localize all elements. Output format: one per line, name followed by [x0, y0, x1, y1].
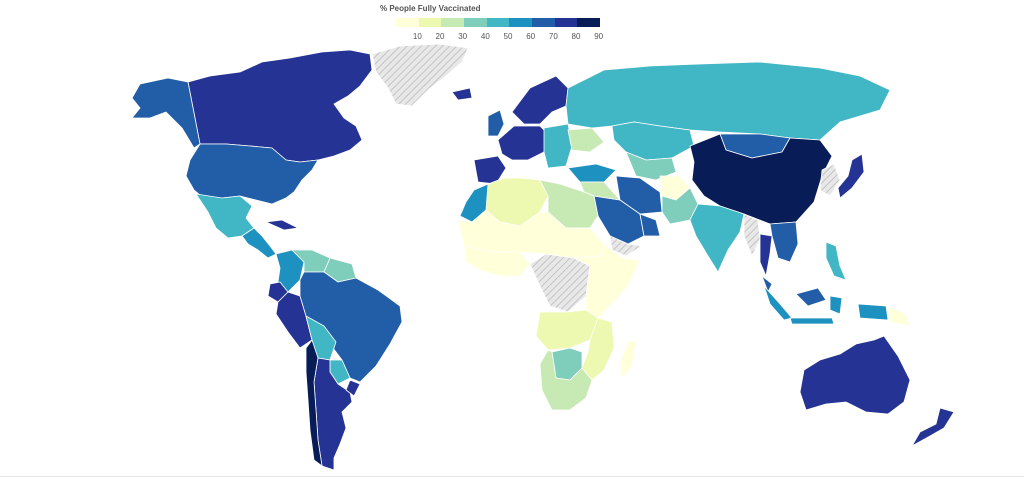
region-cuba[interactable]	[265, 219, 299, 231]
region-madagascar[interactable]	[619, 339, 637, 379]
legend-tick-30: 30	[458, 32, 468, 41]
region-central-asia[interactable]	[625, 151, 677, 181]
region-uk-ireland[interactable]	[487, 109, 505, 137]
region-central-america[interactable]	[241, 227, 277, 259]
region-iceland[interactable]	[451, 87, 473, 101]
region-indochina[interactable]	[769, 221, 799, 263]
region-oman-uae[interactable]	[639, 213, 661, 237]
region-malaysia[interactable]	[761, 275, 827, 307]
legend-swatch-7	[532, 18, 555, 27]
world-choropleth-map	[131, 43, 955, 471]
legend-swatch-1	[396, 18, 419, 27]
region-papua-new-guinea[interactable]	[887, 305, 911, 327]
region-yemen[interactable]	[609, 235, 643, 257]
legend-swatch-8	[554, 18, 578, 27]
region-iraq-syria[interactable]	[579, 181, 621, 201]
region-uruguay[interactable]	[345, 379, 361, 397]
region-zimbabwe-mozambique[interactable]	[581, 317, 615, 381]
legend-color-scale	[396, 18, 601, 27]
region-turkey[interactable]	[567, 163, 617, 183]
region-chile[interactable]	[305, 339, 323, 467]
region-saudi-arabia[interactable]	[593, 195, 645, 245]
legend-swatch-2	[418, 18, 442, 27]
region-thailand[interactable]	[759, 233, 773, 277]
region-south-africa[interactable]	[539, 349, 593, 411]
region-indonesia[interactable]	[763, 285, 889, 325]
region-australia[interactable]	[799, 335, 911, 415]
region-philippines[interactable]	[825, 241, 847, 281]
region-angola-zambia[interactable]	[535, 309, 599, 351]
region-ukraine[interactable]	[567, 127, 605, 153]
region-mexico[interactable]	[195, 193, 255, 239]
legend-tick-50: 50	[503, 32, 513, 41]
legend-swatch-5	[486, 18, 510, 27]
region-india[interactable]	[689, 203, 745, 273]
legend-tick-90: 90	[594, 32, 604, 41]
legend-tick-10: 10	[412, 32, 422, 41]
legend-swatch-3	[441, 18, 465, 27]
legend-swatch-6	[509, 18, 533, 27]
legend-tick-60: 60	[526, 32, 536, 41]
legend-title: % People Fully Vaccinated	[380, 4, 481, 13]
region-egypt-libya[interactable]	[539, 179, 599, 229]
region-korea[interactable]	[819, 163, 841, 197]
legend-swatch-4	[464, 18, 487, 27]
legend-tick-20: 20	[435, 32, 445, 41]
legend-ticks: 10 20 30 40 50 60 70 80 90	[380, 32, 620, 42]
region-east-africa[interactable]	[573, 243, 641, 319]
legend-tick-70: 70	[548, 32, 558, 41]
region-west-africa[interactable]	[463, 245, 531, 277]
region-myanmar[interactable]	[743, 213, 761, 257]
region-japan[interactable]	[837, 153, 865, 199]
region-scandinavia[interactable]	[511, 75, 569, 125]
region-greenland[interactable]	[371, 43, 469, 107]
legend-swatch-9	[577, 18, 601, 27]
region-new-zealand[interactable]	[911, 407, 955, 447]
region-alaska[interactable]	[131, 77, 201, 149]
region-central-africa[interactable]	[529, 253, 591, 313]
legend-tick-40: 40	[480, 32, 490, 41]
frame-divider	[0, 476, 1024, 477]
region-western-europe[interactable]	[497, 125, 549, 161]
region-kazakhstan[interactable]	[611, 121, 695, 161]
legend-tick-80: 80	[571, 32, 581, 41]
region-iberia[interactable]	[473, 155, 507, 185]
region-china[interactable]	[689, 133, 833, 225]
region-united-states[interactable]	[185, 143, 319, 205]
map-legend: % People Fully Vaccinated 10 20 30 40 50 60 70…	[380, 4, 620, 42]
